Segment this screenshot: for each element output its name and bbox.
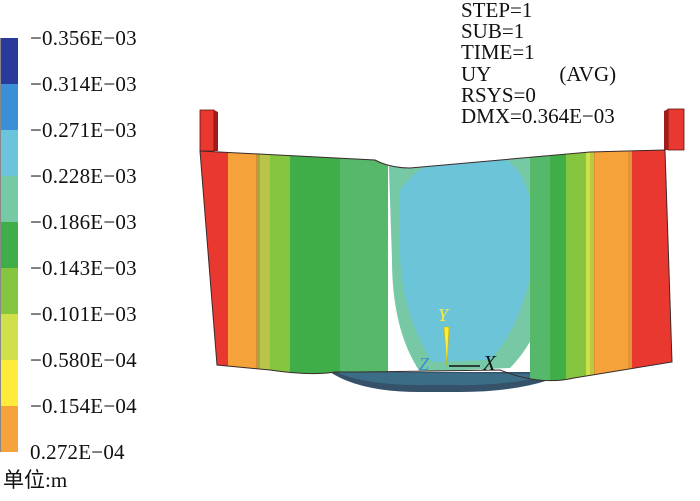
axis-x-label: X	[482, 351, 497, 375]
info-uy-row: UY (AVG)	[461, 61, 617, 86]
bottom-face	[330, 372, 560, 392]
right-ear	[664, 108, 685, 151]
legend-label: −0.314E−03	[30, 72, 137, 96]
legend-label: −0.228E−03	[30, 164, 137, 188]
legend-swatch	[1, 130, 18, 176]
info-sub: SUB=1	[461, 19, 525, 44]
legend-label: −0.271E−03	[30, 118, 137, 142]
unit-label: 单位:m	[3, 468, 68, 492]
legend-label: −0.580E−04	[30, 348, 137, 372]
legend-swatch	[1, 268, 18, 314]
info-step: STEP=1	[461, 0, 533, 22]
info-avg: (AVG)	[559, 61, 617, 86]
legend-swatch	[1, 360, 18, 406]
legend-swatch	[1, 406, 18, 452]
info-dmx: DMX=0.364E−03	[461, 104, 615, 129]
analysis-info: STEP=1 SUB=1 TIME=1 UY (AVG) RSYS=0 DMX=0…	[461, 0, 616, 127]
legend-swatch	[1, 222, 18, 268]
legend-swatch	[1, 314, 18, 360]
coordinate-triad: Y Z X	[419, 305, 497, 375]
legend-swatch	[1, 176, 18, 222]
legend-label: −0.186E−03	[30, 210, 137, 234]
info-uy: UY	[461, 61, 492, 86]
body-outline	[199, 149, 673, 382]
legend-swatch	[1, 84, 18, 130]
legend-label: −0.101E−03	[30, 302, 137, 326]
legend-label: 0.272E−04	[30, 440, 125, 464]
axis-z-label: Z	[419, 354, 430, 374]
info-time: TIME=1	[461, 40, 535, 65]
legend-color-bar	[0, 38, 18, 452]
legend-label: −0.356E−03	[30, 26, 137, 50]
legend-swatch	[1, 38, 18, 84]
legend-label: −0.143E−03	[30, 256, 137, 280]
info-rsys: RSYS=0	[461, 82, 536, 107]
legend-label: −0.154E−04	[30, 394, 137, 418]
contour-bands	[200, 150, 672, 381]
axis-y-label: Y	[438, 305, 450, 325]
left-ear	[199, 109, 218, 152]
